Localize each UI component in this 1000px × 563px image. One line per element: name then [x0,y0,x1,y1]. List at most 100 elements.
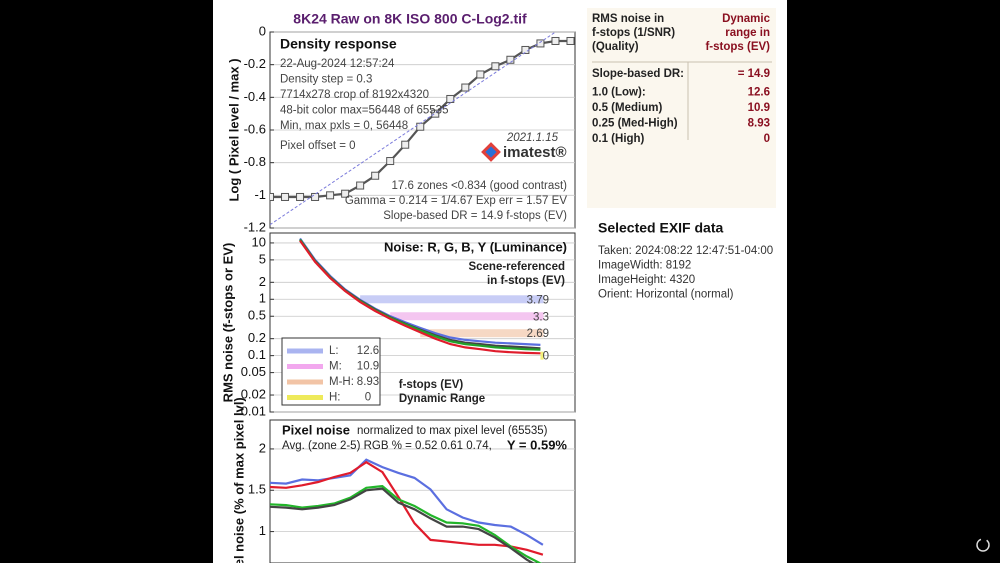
point-marker [536,39,545,48]
y-tick-label: 2 [259,440,266,455]
dr-band-label: 2.69 [527,328,549,340]
exif-line: Orient: Horizontal (normal) [598,289,734,301]
point-marker [461,83,470,92]
y-tick-label: -0.8 [244,154,266,169]
point-marker [431,109,440,118]
table-header: (Quality) [592,41,639,53]
table-header: Dynamic [722,13,771,25]
annotation: Min, max pxls = 0, 56448 [280,120,408,132]
point-marker [401,140,410,149]
exif-line: ImageHeight: 4320 [598,274,695,286]
y-axis-label: Log ( Pixel level / max ) [226,58,241,201]
point-marker [371,171,380,180]
point-marker [356,181,365,190]
chart-title: Noise: R, G, B, Y (Luminance) [384,239,567,254]
table-cell: = 14.9 [738,68,770,80]
table-cell: 10.9 [748,102,770,114]
series-line [299,239,541,355]
y-tick-label: 0.2 [248,330,266,345]
plot-content [270,458,544,563]
note: Slope-based DR = 14.9 f-stops (EV) [383,210,567,222]
subtitle: normalized to max pixel level (65535) [357,425,548,437]
exif-line: Taken: 2024:08:22 12:47:51-04:00 [598,245,773,257]
legend-value: 0 [365,392,371,404]
point-marker [476,70,485,79]
side-panel: RMS noise in f-stops (1/SNR) (Quality) Dyna… [592,13,773,301]
chart: 1 1.5 2 Pixel noise (% of max pixel lvl) Pix… [231,397,576,563]
annotation: 48-bit color max=56448 of 65535 [280,105,448,117]
y-tick-label: 0 [259,23,266,38]
point-marker [416,122,425,131]
dr-table-box [587,8,776,208]
footer: Dynamic Range [399,393,485,405]
table-cell: 0.25 (Med-High) [592,118,678,130]
table-header: range in [725,27,770,39]
y-tick-label: 0.1 [248,347,266,362]
y-tick-label: 5 [259,251,266,266]
annotation: Pixel offset = 0 [280,140,356,152]
series-line [270,32,556,226]
chart-title: Density response [280,36,397,52]
y-tick-label: 0.02 [241,386,266,401]
table-cell: Slope-based DR: [592,68,684,80]
legend-label: M: [329,361,342,373]
y-tick-label: 1 [259,523,266,538]
y-tick-label: 0.01 [241,403,266,418]
point-marker [386,157,395,166]
legend-label: L: [329,345,339,357]
exif-line: ImageWidth: 8192 [598,260,691,272]
series-line [270,460,544,556]
plot-area [269,419,576,563]
chart: 0.01 0.02 0.05 0.1 0.2 0.5 1 2 5 10 RMS noise (f-s… [220,232,576,418]
dr-band [540,351,544,360]
point-marker [326,191,335,200]
point-marker [521,45,530,54]
point-marker [341,189,350,198]
exif-title: Selected EXIF data [598,220,723,236]
subtitle: Scene-referenced [468,261,565,273]
stats: Avg. (zone 2-5) RGB % = 0.52 0.61 0.74, [282,440,492,452]
footer: f-stops (EV) [399,379,464,391]
y-tick-label: 1.5 [248,482,266,497]
y-tick-label: -0.4 [244,89,266,104]
version: 2021.1.15 [506,132,559,144]
series-line [270,484,543,563]
table-cell: 0.5 (Medium) [592,102,662,114]
point-marker [551,36,560,45]
logo: imatest® [503,144,567,161]
dr-band [360,295,544,304]
report-title: 8K24 Raw on 8K ISO 800 C-Log2.tif [293,11,527,27]
legend-value: 8.93 [357,376,379,388]
point-marker [270,192,274,201]
y-tick-label: 10 [252,234,266,249]
point-marker [506,55,515,64]
note: Gamma = 0.214 = 1/4.67 Exp err = 1.57 EV [345,195,567,207]
y-tick-label: -0.6 [244,121,266,136]
table-cell: 12.6 [748,87,770,99]
y-axis-label: RMS noise (f-stops or EV) [220,243,235,403]
legend-label: M-H: [329,376,354,388]
y-tick-label: -1 [254,187,266,202]
table-header: f-stops (1/SNR) [592,27,675,39]
dr-band-label: 3.3 [533,311,549,323]
legend-value: 12.6 [357,345,379,357]
dr-band-label: 3.79 [527,294,549,306]
annotation: 22-Aug-2024 12:57:24 [280,58,395,70]
table-cell: 0.1 (High) [592,133,645,145]
loading-icon [976,538,990,552]
chart-title: Pixel noise [282,422,350,437]
annotation: Density step = 0.3 [280,74,372,86]
y-tick-label: 0.5 [248,308,266,323]
table-cell: 1.0 (Low): [592,87,646,99]
chart: -1.2 -1 -0.8 -0.6 -0.4 -0.2 0 Log ( Pixel level… [226,23,576,234]
point-marker [566,36,575,45]
logo-mark [485,146,497,158]
y-tick-label: -0.2 [244,56,266,71]
table-header: f-stops (EV) [705,41,770,53]
point-marker [296,192,305,201]
dr-band [390,312,544,321]
point-marker [281,192,290,201]
dr-band [420,329,544,338]
